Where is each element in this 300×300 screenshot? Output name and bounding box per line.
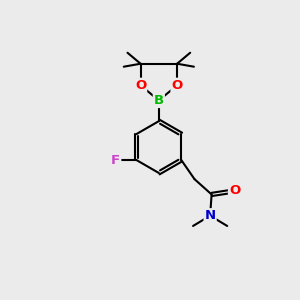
Text: B: B: [154, 94, 164, 107]
Text: F: F: [111, 154, 120, 166]
Text: O: O: [135, 79, 146, 92]
Text: O: O: [229, 184, 240, 197]
Text: O: O: [172, 79, 183, 92]
Text: N: N: [205, 209, 216, 222]
